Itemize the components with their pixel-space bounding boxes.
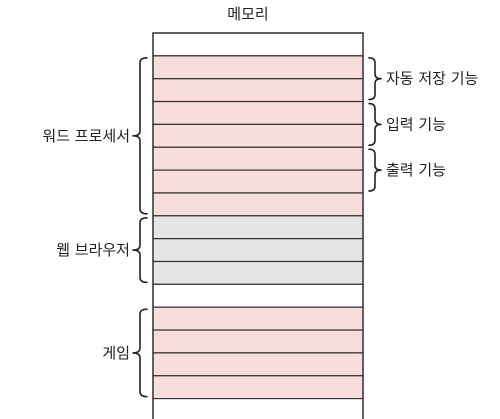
memory-cell xyxy=(152,238,364,263)
right-group-label: 출력 기능 xyxy=(386,161,446,179)
memory-rows xyxy=(152,32,364,419)
memory-cell xyxy=(152,306,364,331)
memory-cell xyxy=(152,146,364,171)
left-group-label: 게임 xyxy=(102,344,130,362)
left-brace xyxy=(132,217,148,284)
memory-cell xyxy=(152,260,364,285)
left-brace xyxy=(132,308,148,398)
memory-cell xyxy=(152,215,364,240)
right-brace xyxy=(368,102,382,147)
memory-cell xyxy=(152,398,364,419)
memory-cell xyxy=(152,375,364,400)
right-group-label: 입력 기능 xyxy=(386,115,446,133)
memory-cell xyxy=(152,55,364,80)
right-group-label: 자동 저장 기능 xyxy=(386,70,479,88)
memory-cell xyxy=(152,283,364,308)
memory-cell xyxy=(152,192,364,217)
memory-cell xyxy=(152,352,364,377)
memory-cell xyxy=(152,169,364,194)
memory-cell xyxy=(152,123,364,148)
memory-title: 메모리 xyxy=(227,5,268,23)
left-group-label: 웹 브라우저 xyxy=(56,241,130,259)
memory-cell xyxy=(152,100,364,126)
right-brace xyxy=(368,57,382,101)
memory-cell xyxy=(152,329,364,354)
memory-cell xyxy=(152,78,364,103)
memory-cell xyxy=(152,32,364,57)
left-brace xyxy=(132,57,148,215)
left-group-label: 워드 프로세서 xyxy=(42,127,130,145)
right-brace xyxy=(368,148,382,192)
memory-frame xyxy=(152,32,364,419)
